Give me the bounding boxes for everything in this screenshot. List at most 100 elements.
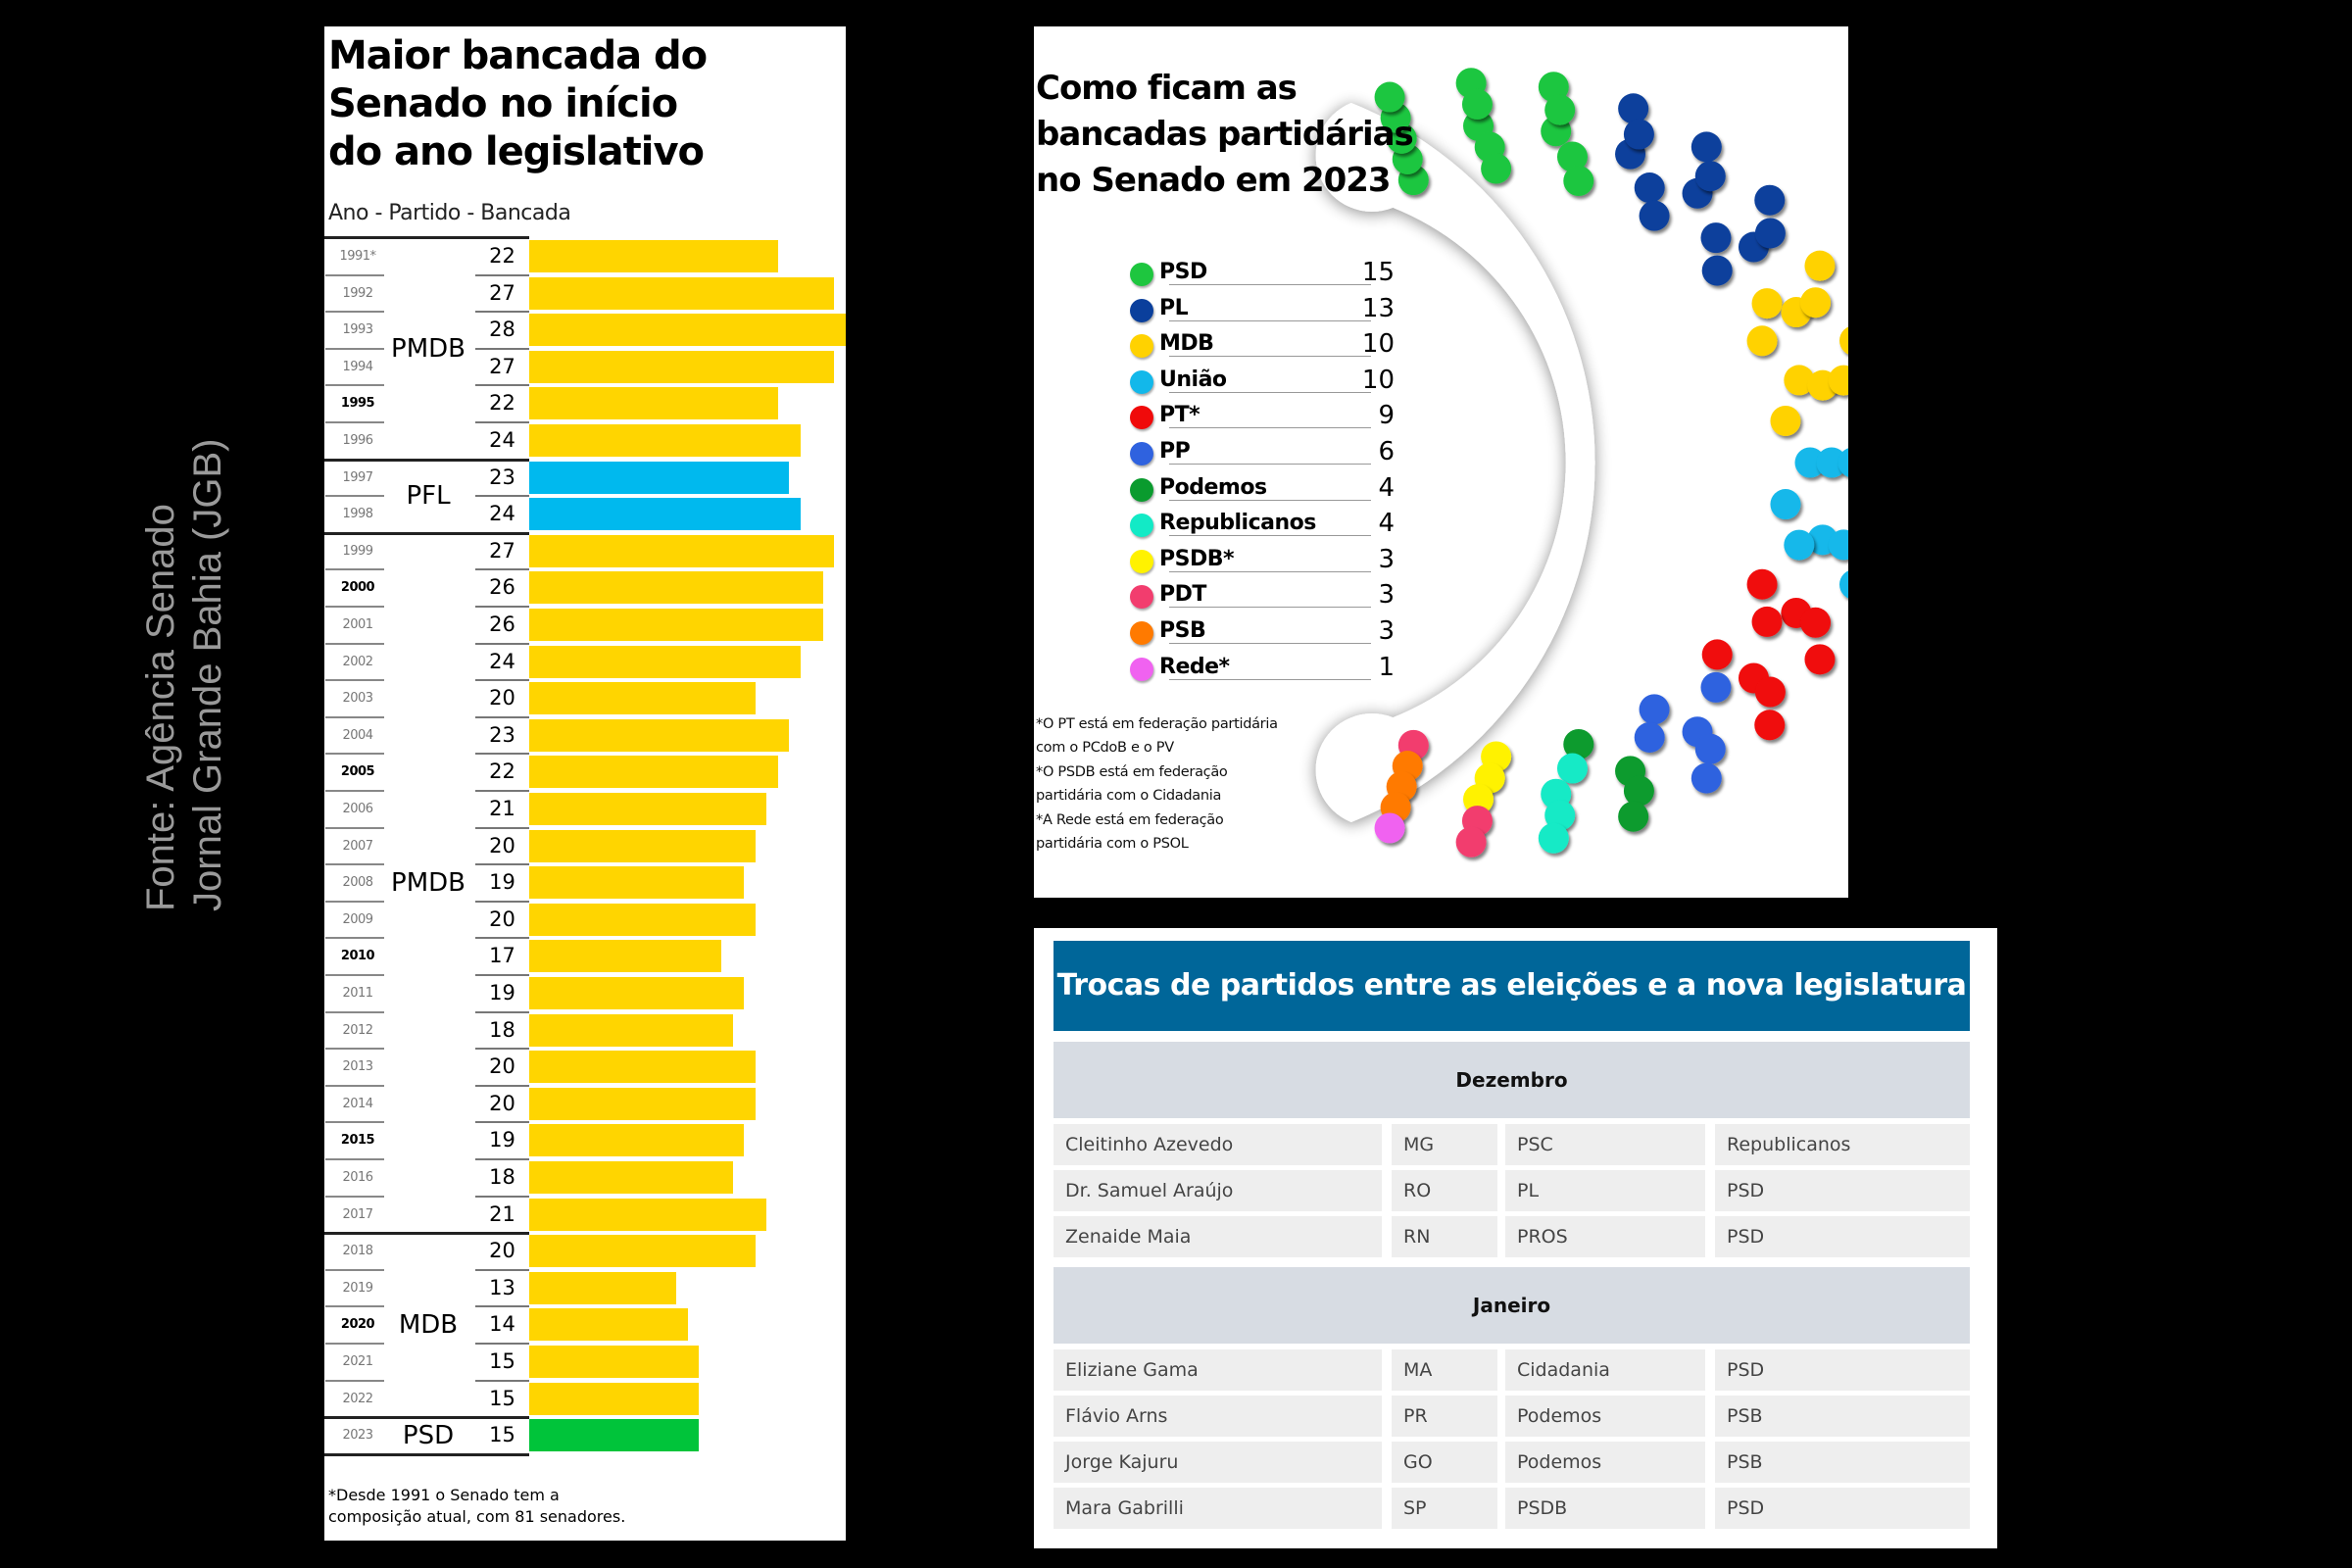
party-label: PFL [406,481,451,512]
year-label: 2001 [342,617,373,632]
seat-mdb [1746,325,1778,357]
bar-row: 2017 21 [324,1197,846,1235]
new-party-cell: Republicanos [1715,1124,1970,1165]
row-divider [325,420,384,423]
row-divider [325,347,384,350]
note-line: partidária com o PSOL [1036,836,1189,852]
bar-row: 2004 23 [324,717,846,756]
row-divider [475,789,529,792]
bar [529,276,835,310]
row-divider [325,789,384,792]
bar [529,461,790,494]
new-party-cell: PSD [1715,1216,1970,1257]
seat-psd [1481,153,1512,184]
year-label: 1998 [342,507,373,522]
bar-row: 2008 19 [324,864,846,903]
bench-value-label: 27 [489,354,515,378]
party-color-dot-icon [1130,334,1153,359]
table-title: Trocas de partidos entre as eleições e a… [1054,941,1970,1031]
legend-seat-count: 3 [1378,616,1395,646]
row-divider [475,347,529,350]
row-divider [475,605,529,608]
bar [529,498,801,531]
previous-party-cell: Cidadania [1505,1349,1705,1391]
seat-republicanos [1538,822,1569,854]
bench-value-label: 26 [489,575,515,600]
bench-value-label: 23 [489,722,515,747]
bar-chart-title-line: Senado no início [328,81,678,126]
new-party-cell: PSD [1715,1488,1970,1529]
year-label: 2004 [342,727,373,743]
seat-união [1784,529,1815,561]
seat-união [1828,529,1848,561]
legend-seat-count: 10 [1361,365,1395,395]
row-divider [325,715,384,718]
bench-value-label: 17 [489,944,515,968]
row-divider [475,1121,529,1124]
year-label: 1994 [342,359,373,374]
senator-name-cell: Jorge Kajuru [1054,1442,1382,1483]
row-divider [475,384,529,387]
row-divider [325,605,384,608]
legend-party-name: PDT [1159,582,1208,608]
row-divider [325,311,384,314]
bar [529,645,801,678]
state-cell: RO [1392,1170,1497,1211]
bench-value-label: 24 [489,502,515,526]
seat-pp [1634,721,1665,753]
leader-line [1169,284,1371,285]
bench-value-label: 14 [489,1312,515,1337]
seat-psd [1556,141,1588,172]
legend-party-name: PL [1159,295,1191,320]
row-divider [325,900,384,903]
legend-seat-count: 4 [1378,509,1395,539]
seat-mdb [1804,250,1836,281]
bar [529,571,823,605]
year-label: 2012 [342,1022,373,1038]
seat-pl [1700,222,1732,254]
legend-item: PT* 9 [1130,401,1395,437]
row-divider [475,1342,529,1345]
seat-pp [1639,694,1670,725]
new-party-cell: PSB [1715,1442,1970,1483]
row-divider [475,679,529,682]
seat-diagram [1315,68,1848,858]
bar-row: 2018 20 [324,1233,846,1271]
year-label: 2003 [342,691,373,707]
new-party-cell: PSD [1715,1170,1970,1211]
bar-row: 2002 24 [324,644,846,682]
bench-value-label: 26 [489,612,515,636]
row-divider [475,420,529,423]
party-label: PMDB [391,868,466,898]
composition-title: Como ficam as bancadas partidárias no Se… [1036,66,1414,204]
previous-party-cell: PSC [1505,1124,1705,1165]
row-divider [475,753,529,756]
legend-seat-count: 4 [1378,472,1395,503]
row-divider [475,1084,529,1087]
bar [529,940,722,973]
row-divider [475,973,529,976]
group-divider [324,1452,529,1456]
leader-line [1169,319,1371,321]
row-divider [325,1195,384,1198]
month-group-header: Janeiro [1054,1267,1970,1344]
bar [529,350,835,383]
senator-name-cell: Zenaide Maia [1054,1216,1382,1257]
year-label: 1995 [340,396,375,412]
bar-row: 2021 15 [324,1344,846,1382]
group-divider [324,531,529,535]
row-divider [325,1379,384,1382]
bar [529,1419,700,1452]
bar [529,866,745,900]
row-divider [475,1010,529,1013]
bar-row: 1991* 22 [324,238,846,276]
table-row: Cleitinho Azevedo MG PSC Republicanos [1054,1124,1970,1165]
bench-value-label: 20 [489,1239,515,1263]
state-cell: PR [1392,1396,1497,1437]
bench-value-label: 24 [489,649,515,673]
bar [529,1198,767,1231]
legend-item: PSD 15 [1130,258,1395,294]
bar [529,829,756,862]
leader-line [1169,535,1371,537]
table-row: Mara Gabrilli SP PSDB PSD [1054,1488,1970,1529]
